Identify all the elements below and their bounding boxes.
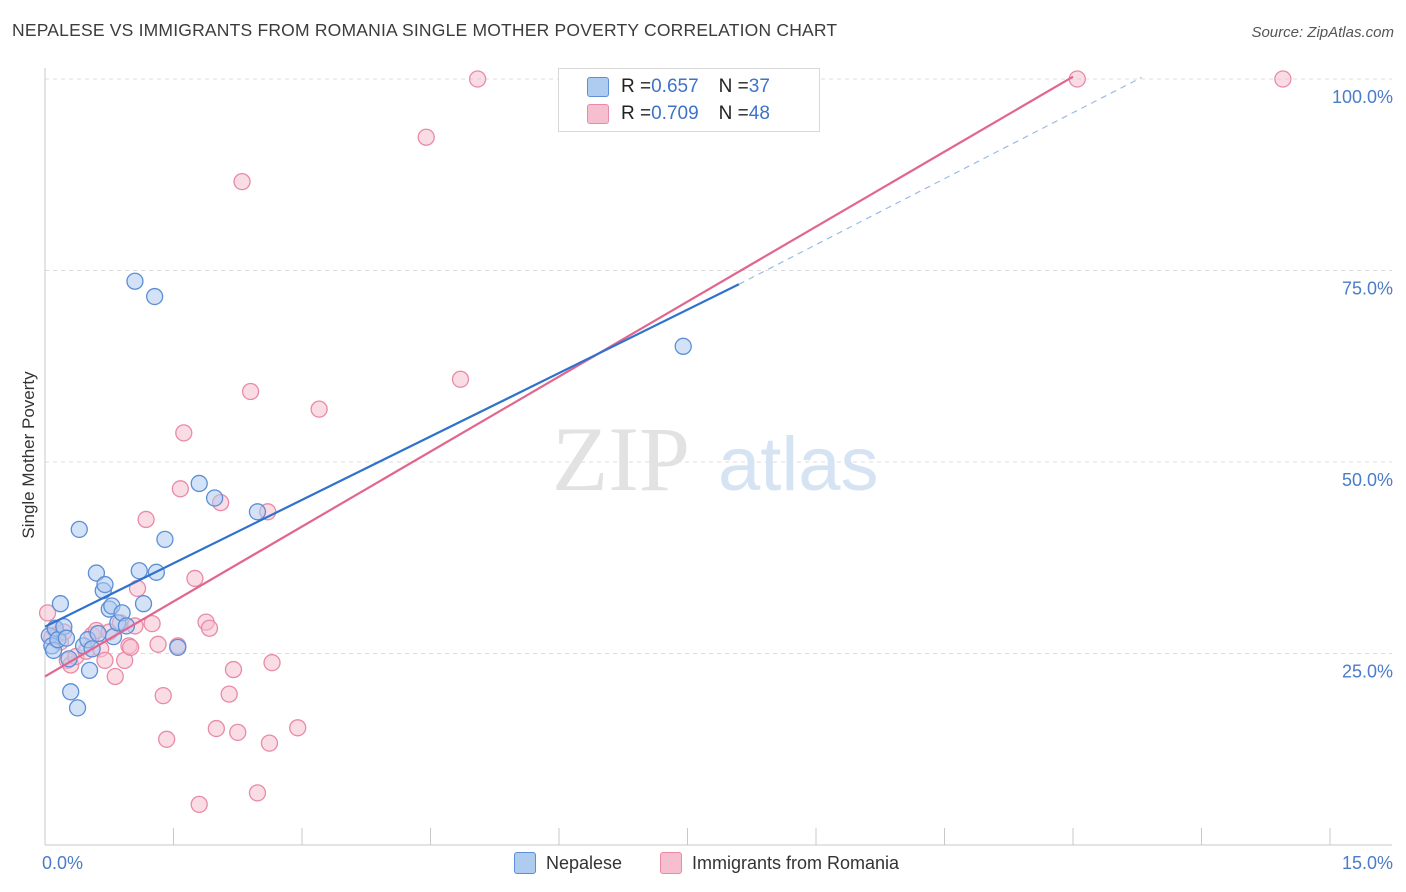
axes bbox=[44, 68, 1392, 846]
nepalese-point bbox=[156, 530, 174, 549]
romania-point bbox=[229, 723, 247, 742]
y-tick-label: 75.0% bbox=[1342, 279, 1393, 299]
nepalese-point bbox=[89, 624, 107, 643]
romania-point bbox=[106, 667, 124, 686]
nepalese-point bbox=[169, 638, 187, 657]
romania-point bbox=[248, 784, 267, 802]
nepalese-point bbox=[134, 595, 153, 613]
nepalese-point bbox=[57, 629, 76, 647]
stats-legend: R = 0.657 N = 37 R = 0.709 N = 48 bbox=[558, 68, 820, 132]
legend-item-romania[interactable]: Immigrants from Romania bbox=[660, 852, 899, 874]
romania-point bbox=[241, 382, 260, 401]
nepalese-point bbox=[80, 661, 99, 680]
chart-title: NEPALESE VS IMMIGRANTS FROM ROMANIA SING… bbox=[12, 20, 838, 40]
romania-point bbox=[154, 686, 172, 705]
nepalese-n-label: N = bbox=[718, 76, 749, 97]
nepalese-point bbox=[146, 287, 164, 306]
romania-trend-line bbox=[44, 75, 1074, 678]
trend-lines bbox=[44, 75, 1142, 678]
nepalese-point bbox=[87, 564, 106, 582]
nepalese-point bbox=[70, 520, 88, 539]
romania-point bbox=[417, 128, 435, 146]
romania-point bbox=[175, 424, 193, 442]
y-tick-label: 100.0% bbox=[1332, 87, 1393, 107]
romania-n-label: N = bbox=[718, 103, 749, 124]
stats-legend-romania: R = 0.709 N = 48 bbox=[587, 103, 770, 125]
romania-point bbox=[157, 730, 176, 748]
watermark: ZIP atlas bbox=[552, 408, 879, 510]
romania-point bbox=[233, 172, 251, 191]
legend-nepalese-swatch bbox=[514, 852, 536, 874]
romania-point bbox=[1274, 70, 1292, 88]
nepalese-r-value: 0.657 bbox=[651, 76, 699, 97]
legend-nepalese-label: Nepalese bbox=[546, 852, 623, 873]
romania-r-value: 0.709 bbox=[651, 103, 699, 124]
romania-point bbox=[143, 614, 161, 633]
x-tick-label: 15.0% bbox=[1342, 853, 1393, 873]
romania-point bbox=[310, 400, 328, 418]
romania-r-label: R = bbox=[621, 103, 652, 124]
romania-point bbox=[451, 370, 470, 388]
romania-point bbox=[289, 719, 307, 737]
romania-point bbox=[200, 619, 219, 637]
x-tick-label: 0.0% bbox=[42, 853, 83, 873]
nepalese-point bbox=[96, 575, 114, 594]
nepalese-point bbox=[117, 617, 136, 635]
romania-point bbox=[190, 795, 208, 814]
y-axis-label: Single Mother Poverty bbox=[19, 371, 38, 539]
grid-lines bbox=[45, 78, 1392, 654]
nepalese-point bbox=[248, 503, 267, 521]
romania-point bbox=[122, 638, 140, 657]
nepalese-point bbox=[51, 595, 70, 613]
y-tick-label: 50.0% bbox=[1342, 470, 1393, 490]
romania-swatch bbox=[587, 104, 609, 124]
nepalese-point bbox=[674, 337, 692, 355]
y-tick-label: 25.0% bbox=[1342, 662, 1393, 682]
romania-point bbox=[220, 685, 238, 703]
romania-point bbox=[96, 651, 114, 670]
romania-point bbox=[186, 569, 204, 588]
romania-point bbox=[207, 719, 225, 738]
romania-point bbox=[1068, 70, 1086, 88]
series-legend: Nepalese Immigrants from Romania bbox=[0, 852, 1406, 878]
romania-n-value: 48 bbox=[748, 103, 770, 124]
nepalese-swatch bbox=[587, 77, 609, 97]
nepalese-point bbox=[62, 683, 80, 701]
romania-point bbox=[137, 510, 155, 529]
romania-point bbox=[149, 635, 167, 653]
legend-item-nepalese[interactable]: Nepalese bbox=[514, 852, 622, 874]
romania-point bbox=[38, 604, 57, 622]
romania-point bbox=[171, 480, 190, 498]
nepalese-trend-line bbox=[44, 283, 740, 628]
nepalese-point bbox=[190, 474, 208, 493]
romania-point bbox=[468, 70, 487, 88]
nepalese-n-value: 37 bbox=[748, 76, 770, 97]
romania-point bbox=[263, 654, 281, 672]
watermark-atlas: atlas bbox=[718, 422, 879, 507]
legend-romania-swatch bbox=[660, 852, 682, 874]
series-nepalese-points bbox=[40, 272, 692, 717]
tick-labels: 25.0% 50.0% 75.0% 100.0% 0.0% 15.0% bbox=[42, 87, 1393, 873]
nepalese-point bbox=[68, 699, 87, 717]
watermark-zip: ZIP bbox=[552, 408, 690, 510]
nepalese-point bbox=[130, 562, 148, 580]
nepalese-trend-extension bbox=[738, 76, 1142, 285]
nepalese-point bbox=[205, 489, 224, 507]
legend-romania-label: Immigrants from Romania bbox=[692, 852, 900, 873]
source-label: Source: ZipAtlas.com bbox=[1251, 24, 1394, 41]
stats-legend-nepalese: R = 0.657 N = 37 bbox=[587, 76, 770, 98]
nepalese-point bbox=[126, 272, 144, 290]
romania-point bbox=[224, 660, 243, 679]
romania-point bbox=[260, 734, 279, 752]
nepalese-r-label: R = bbox=[621, 76, 652, 97]
